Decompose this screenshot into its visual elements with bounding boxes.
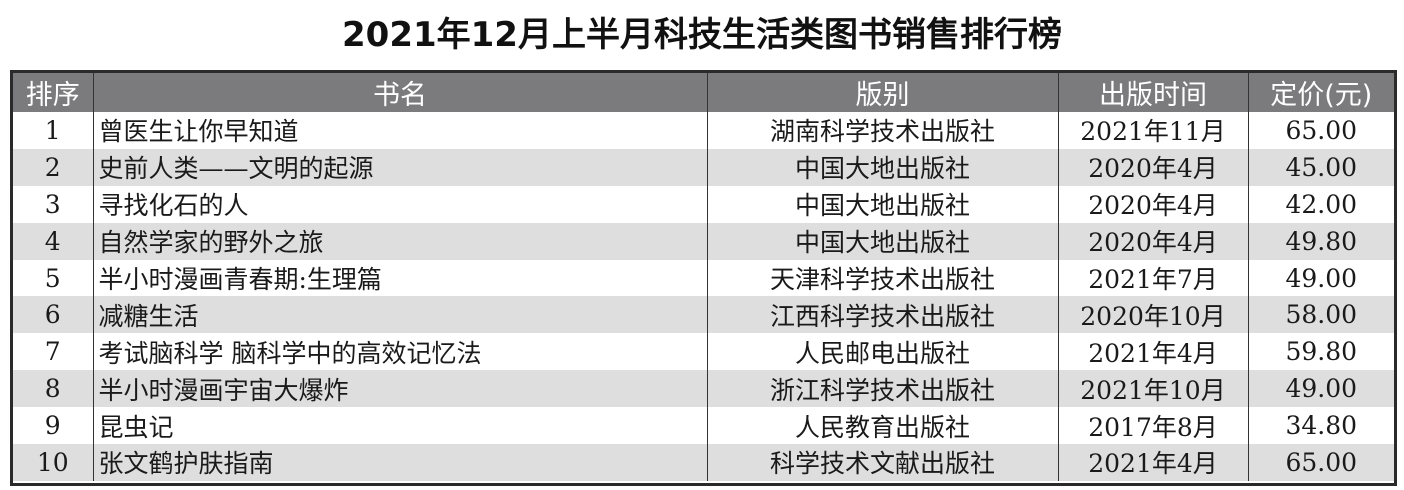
publisher-cell: 人民邮电出版社: [706, 333, 1058, 371]
rank-cell: 8: [13, 370, 93, 408]
price-cell: 45.00: [1247, 148, 1394, 186]
publish-date-cell: 2021年10月: [1057, 370, 1248, 408]
publish-date-cell: 2021年7月: [1057, 259, 1248, 297]
book-name-cell: 曾医生让你早知道: [92, 112, 707, 149]
publisher-cell: 科学技术文献出版社: [706, 444, 1058, 481]
table-row: 4 自然学家的野外之旅 中国大地出版社 2020年4月 49.80: [13, 222, 1394, 260]
table-row: 3 寻找化石的人 中国大地出版社 2020年4月 42.00: [13, 185, 1394, 223]
rank-cell: 5: [13, 259, 93, 297]
header-publish-date: 出版时间: [1057, 73, 1248, 112]
book-name-cell: 自然学家的野外之旅: [92, 222, 707, 260]
publisher-cell: 人民教育出版社: [706, 407, 1058, 445]
publish-date-cell: 2020年10月: [1057, 296, 1248, 334]
rank-cell: 1: [13, 112, 93, 149]
table-row: 7 考试脑科学 脑科学中的高效记忆法 人民邮电出版社 2021年4月 59.80: [13, 333, 1394, 371]
table-row: 8 半小时漫画宇宙大爆炸 浙江科学技术出版社 2021年10月 49.00: [13, 370, 1394, 408]
rank-cell: 7: [13, 333, 93, 371]
ranking-table: 排序 书名 版别 出版时间 定价(元) 1 曾医生让你早知道 湖南科学技术出版社 20…: [13, 73, 1394, 481]
publish-date-cell: 2020年4月: [1057, 222, 1248, 260]
publisher-cell: 浙江科学技术出版社: [706, 370, 1058, 408]
rank-cell: 2: [13, 148, 93, 186]
book-name-cell: 半小时漫画宇宙大爆炸: [92, 370, 707, 408]
book-name-cell: 半小时漫画青春期:生理篇: [92, 259, 707, 297]
price-cell: 49.80: [1247, 222, 1394, 260]
book-name-cell: 昆虫记: [92, 407, 707, 445]
book-name-cell: 寻找化石的人: [92, 185, 707, 223]
price-cell: 65.00: [1247, 112, 1394, 149]
publish-date-cell: 2021年11月: [1057, 112, 1248, 149]
ranking-table-frame: 排序 书名 版别 出版时间 定价(元) 1 曾医生让你早知道 湖南科学技术出版社 20…: [10, 70, 1397, 486]
page-title: 2021年12月上半月科技生活类图书销售排行榜: [342, 15, 1062, 55]
rank-cell: 10: [13, 444, 93, 481]
price-cell: 49.00: [1247, 370, 1394, 408]
publish-date-cell: 2020年4月: [1057, 148, 1248, 186]
header-rank: 排序: [13, 73, 93, 112]
publish-date-cell: 2020年4月: [1057, 185, 1248, 223]
publish-date-cell: 2021年4月: [1057, 444, 1248, 481]
table-row: 10 张文鹤护肤指南 科学技术文献出版社 2021年4月 65.00: [13, 444, 1394, 481]
table-row: 6 减糖生活 江西科学技术出版社 2020年10月 58.00: [13, 296, 1394, 334]
publisher-cell: 江西科学技术出版社: [706, 296, 1058, 334]
price-cell: 49.00: [1247, 259, 1394, 297]
table-header-row: 排序 书名 版别 出版时间 定价(元): [13, 73, 1394, 112]
header-publisher: 版别: [706, 73, 1058, 112]
table-row: 1 曾医生让你早知道 湖南科学技术出版社 2021年11月 65.00: [13, 112, 1394, 149]
price-cell: 58.00: [1247, 296, 1394, 334]
table-row: 9 昆虫记 人民教育出版社 2017年8月 34.80: [13, 407, 1394, 445]
rank-cell: 3: [13, 185, 93, 223]
rank-cell: 9: [13, 407, 93, 445]
publisher-cell: 中国大地出版社: [706, 148, 1058, 186]
book-name-cell: 考试脑科学 脑科学中的高效记忆法: [92, 333, 707, 371]
publisher-cell: 中国大地出版社: [706, 222, 1058, 260]
book-name-cell: 减糖生活: [92, 296, 707, 334]
price-cell: 34.80: [1247, 407, 1394, 445]
rank-cell: 4: [13, 222, 93, 260]
header-book-name: 书名: [92, 73, 707, 112]
price-cell: 65.00: [1247, 444, 1394, 481]
publisher-cell: 湖南科学技术出版社: [706, 112, 1058, 149]
price-cell: 42.00: [1247, 185, 1394, 223]
price-cell: 59.80: [1247, 333, 1394, 371]
publisher-cell: 中国大地出版社: [706, 185, 1058, 223]
publish-date-cell: 2021年4月: [1057, 333, 1248, 371]
header-price: 定价(元): [1247, 73, 1394, 112]
table-row: 5 半小时漫画青春期:生理篇 天津科学技术出版社 2021年7月 49.00: [13, 259, 1394, 297]
rank-cell: 6: [13, 296, 93, 334]
book-name-cell: 史前人类——文明的起源: [92, 148, 707, 186]
publisher-cell: 天津科学技术出版社: [706, 259, 1058, 297]
table-row: 2 史前人类——文明的起源 中国大地出版社 2020年4月 45.00: [13, 148, 1394, 186]
publish-date-cell: 2017年8月: [1057, 407, 1248, 445]
book-name-cell: 张文鹤护肤指南: [92, 444, 707, 481]
